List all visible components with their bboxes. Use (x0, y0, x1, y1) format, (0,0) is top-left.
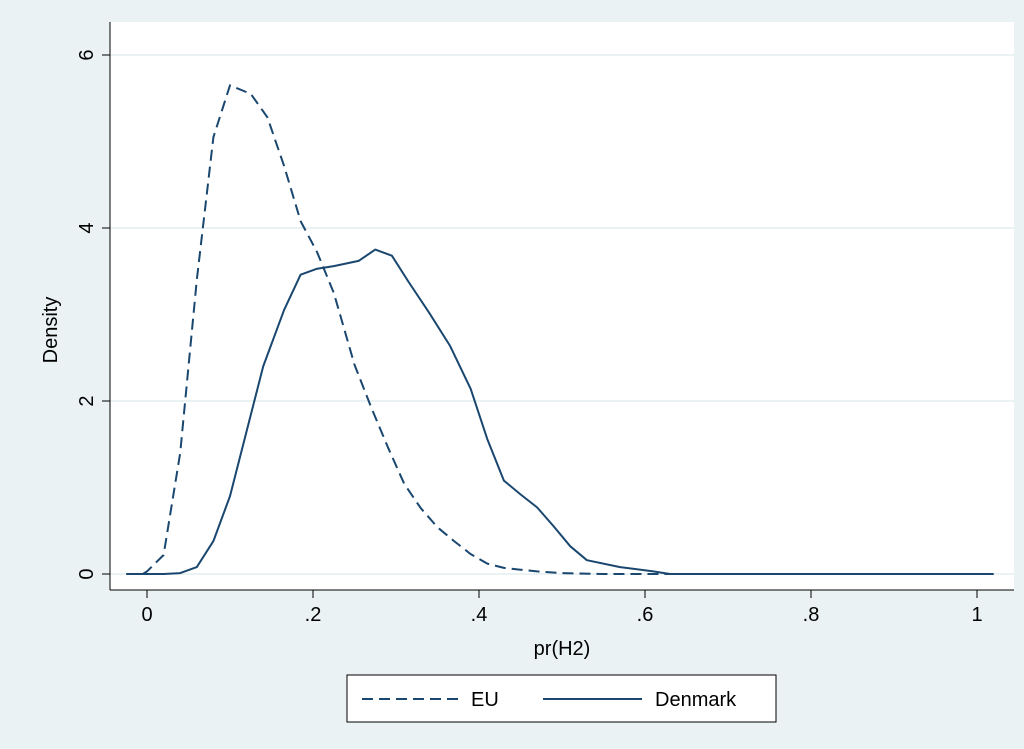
y-axis-ticks: 0 2 4 6 (76, 49, 110, 580)
legend: EU Denmark (346, 674, 777, 723)
y-axis-label: Density (40, 297, 62, 364)
series-line-eu (126, 84, 994, 575)
x-tick-label: .8 (803, 604, 820, 626)
plot-area-background (110, 22, 1014, 590)
x-axis-label: pr(H2) (534, 638, 591, 660)
x-tick-label: 1 (971, 604, 982, 626)
x-axis-ticks: 0 .2 .4 .6 .8 1 (141, 590, 983, 626)
legend-label-eu: EU (471, 689, 499, 711)
x-tick-label: .4 (471, 604, 488, 626)
legend-label-denmark: Denmark (655, 689, 737, 711)
y-tick-label: 4 (76, 222, 98, 233)
x-tick-label: 0 (141, 604, 152, 626)
axes (109, 22, 1014, 591)
series-layer (126, 84, 994, 575)
series-line-denmark (126, 248, 994, 575)
x-tick-label: .6 (637, 604, 654, 626)
y-tick-label: 0 (76, 568, 98, 579)
x-tick-label: .2 (305, 604, 322, 626)
y-tick-label: 2 (76, 395, 98, 406)
y-tick-label: 6 (76, 49, 98, 60)
